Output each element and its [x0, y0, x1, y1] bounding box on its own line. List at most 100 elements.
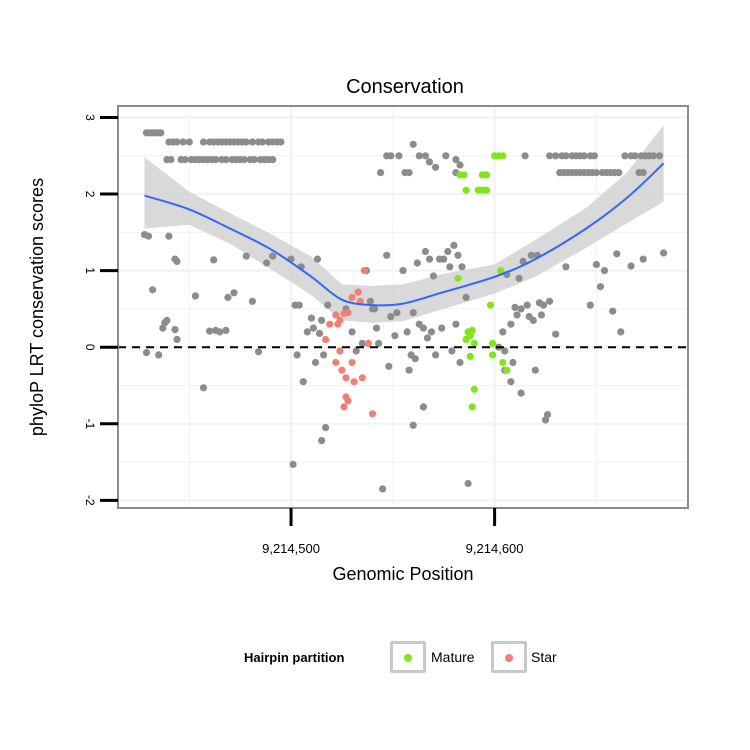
point-star: [340, 309, 348, 318]
x-tick-label: 9,214,500: [262, 541, 320, 556]
point-mature: [499, 152, 507, 160]
point-other: [511, 303, 519, 311]
y-tick-label: 1: [83, 267, 97, 274]
point-other: [385, 362, 393, 370]
point-star: [360, 267, 368, 275]
point-other: [315, 329, 324, 337]
point-star: [332, 358, 340, 367]
point-other: [348, 328, 356, 336]
scatter-points: [140, 129, 668, 493]
point-star: [336, 347, 344, 355]
point-other: [379, 485, 387, 493]
point-other: [546, 152, 554, 160]
point-other: [409, 421, 417, 429]
point-other: [320, 351, 328, 359]
y-tick-label: 3: [83, 114, 97, 121]
point-other: [240, 156, 248, 164]
point-other: [507, 320, 515, 328]
point-other: [210, 256, 218, 264]
point-mature: [482, 186, 491, 194]
point-other: [421, 152, 429, 160]
point-other: [224, 293, 232, 301]
point-other: [313, 255, 322, 263]
point-other: [440, 255, 448, 263]
point-other: [155, 351, 163, 359]
point-other: [527, 251, 535, 259]
point-other: [421, 247, 429, 256]
point-other: [405, 366, 413, 374]
point-other: [403, 328, 411, 336]
point-other: [318, 316, 326, 324]
confidence-band: [144, 125, 664, 323]
point-other: [631, 152, 639, 160]
legend-title: Hairpin partition: [244, 650, 345, 665]
point-other: [375, 339, 383, 347]
point-mature: [462, 186, 470, 194]
point-mature: [460, 171, 468, 179]
y-tick-label: -2: [83, 495, 97, 506]
point-star: [358, 374, 366, 382]
point-other: [250, 156, 258, 164]
x-axis: 9,214,500 9,214,600: [262, 508, 524, 556]
point-mature: [489, 339, 497, 347]
legend-label-mature: Mature: [431, 649, 475, 665]
point-other: [171, 326, 179, 334]
point-other: [352, 347, 360, 355]
confidence-band-layer: [144, 125, 664, 323]
point-mature: [486, 301, 495, 309]
point-other: [450, 241, 458, 249]
point-star: [340, 403, 348, 411]
point-other: [248, 138, 256, 146]
point-other: [507, 378, 515, 386]
point-other: [309, 324, 317, 332]
point-star: [364, 339, 372, 347]
point-other: [543, 411, 552, 419]
point-other: [173, 335, 181, 344]
point-other: [413, 259, 421, 267]
legend-key-mature: [390, 641, 426, 673]
chart-title: Conservation: [346, 76, 464, 98]
point-star: [332, 311, 340, 319]
point-other: [562, 152, 570, 160]
point-star: [348, 293, 356, 301]
legend-dot-mature: [404, 654, 412, 662]
point-other: [216, 328, 224, 336]
point-other: [499, 328, 507, 336]
point-other: [427, 328, 436, 336]
point-other: [438, 324, 446, 332]
point-other: [539, 301, 548, 309]
point-other: [181, 156, 189, 164]
point-other: [322, 424, 330, 432]
point-other: [387, 313, 395, 321]
point-other: [157, 129, 165, 137]
point-other: [639, 255, 647, 263]
point-other: [458, 263, 466, 271]
point-other: [419, 403, 427, 411]
point-other: [167, 156, 175, 164]
point-other: [452, 320, 460, 328]
point-other: [222, 326, 230, 334]
point-other: [242, 138, 250, 146]
point-other: [159, 324, 167, 332]
point-other: [517, 305, 525, 313]
point-other: [546, 297, 554, 305]
point-other: [586, 301, 594, 309]
point-other: [580, 152, 588, 160]
point-other: [462, 293, 470, 301]
point-mature: [468, 326, 476, 334]
point-other: [358, 339, 366, 347]
point-other: [212, 156, 220, 164]
point-other: [269, 252, 277, 260]
point-other: [425, 158, 434, 166]
point-other: [142, 349, 151, 357]
point-other: [423, 334, 431, 342]
point-other: [149, 286, 157, 294]
x-tick-label: 9,214,600: [466, 541, 524, 556]
point-other: [199, 138, 208, 146]
point-other: [144, 232, 153, 240]
point-other: [277, 138, 285, 146]
point-other: [289, 460, 297, 468]
point-mature: [466, 352, 474, 360]
point-other: [617, 328, 625, 336]
